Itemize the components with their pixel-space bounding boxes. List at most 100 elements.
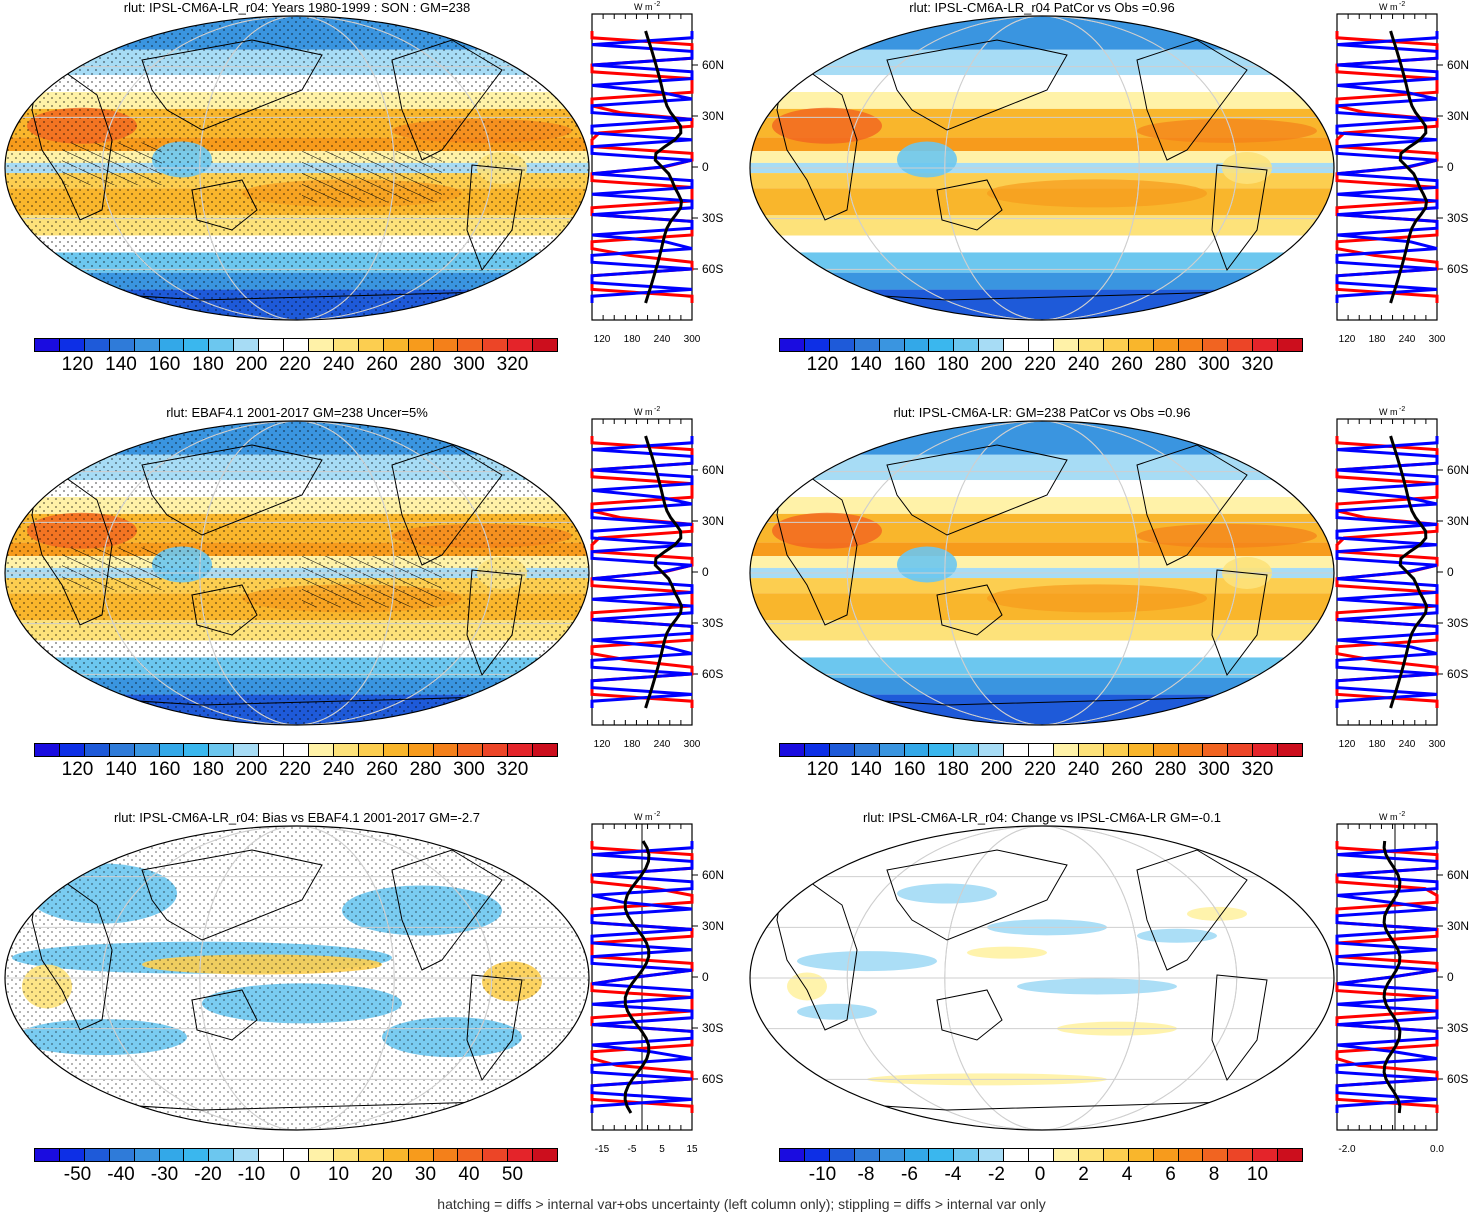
profile-lat-tick: 30S bbox=[702, 211, 723, 225]
colorbar-swatch bbox=[284, 339, 309, 351]
colorbar-tick-label: 240 bbox=[322, 759, 355, 780]
colorbar-swatch bbox=[234, 744, 260, 756]
colorbar-tick-label: 140 bbox=[105, 354, 137, 375]
colorbar-tick-label: 140 bbox=[850, 354, 882, 375]
panel-change: rlut: IPSL-CM6A-LR_r04: Change vs IPSL-C… bbox=[745, 810, 1483, 1215]
colorbar-labels: 120 140 160 180 200 220 240 260 280 300 320 bbox=[779, 354, 1301, 376]
panel-ensemble-patcor: rlut: IPSL-CM6A-LR: GM=238 PatCor vs Obs… bbox=[745, 405, 1483, 810]
profile-unit: W m bbox=[1379, 812, 1398, 822]
zonal-mean-profile: W m -2 60N 30N 0 30S 60S -15 -5 5 15 bbox=[590, 811, 724, 1155]
colorbar-swatch bbox=[780, 1149, 805, 1161]
colorbar-swatch bbox=[954, 339, 980, 351]
profile-x-tick: 300 bbox=[684, 739, 701, 750]
colorbar-swatch bbox=[159, 744, 185, 756]
colorbar-swatch bbox=[483, 339, 509, 351]
profile-x-tick: -15 bbox=[595, 1144, 610, 1155]
colorbar-tick-label: 280 bbox=[409, 354, 442, 375]
colorbar-swatch bbox=[358, 339, 384, 351]
colorbar-tick-label: 200 bbox=[980, 759, 1013, 780]
profile-x-tick: 300 bbox=[1429, 739, 1446, 750]
colorbar-swatch bbox=[333, 339, 359, 351]
panel-bias: rlut: IPSL-CM6A-LR_r04: Bias vs EBAF4.1 … bbox=[0, 810, 741, 1215]
profile-lat-tick: 30S bbox=[1447, 616, 1468, 630]
colorbar-tick-label: 260 bbox=[1111, 354, 1143, 375]
profile-lat-tick: 60S bbox=[702, 262, 723, 276]
colorbar-swatch bbox=[259, 744, 285, 756]
colorbar-tick-label: 4 bbox=[1121, 1164, 1133, 1185]
colorbar-tick-label: 160 bbox=[893, 354, 926, 375]
zonal-mean-profile: W m -2 60N 30N 0 30S 60S 120 180 240 300 bbox=[1335, 406, 1469, 750]
colorbar-swatch bbox=[1278, 339, 1303, 351]
colorbar-swatch bbox=[954, 744, 980, 756]
map-plot bbox=[749, 15, 1335, 321]
colorbar-swatch bbox=[1029, 744, 1054, 756]
colorbar bbox=[779, 1148, 1303, 1162]
colorbar-tick-label: 120 bbox=[806, 759, 839, 780]
colorbar-labels: 120 140 160 180 200 220 240 260 280 300 320 bbox=[779, 759, 1301, 781]
colorbar-swatch bbox=[1278, 1149, 1303, 1161]
colorbar-swatch bbox=[35, 744, 60, 756]
footer-note: hatching = diffs > internal var+obs unce… bbox=[437, 1196, 1046, 1212]
colorbar-swatch bbox=[904, 744, 930, 756]
panel-obs-ebaf: rlut: EBAF4.1 2001-2017 GM=238 Uncer=5% 1… bbox=[0, 405, 741, 810]
colorbar-swatch bbox=[1078, 339, 1104, 351]
colorbar-tick-label: 260 bbox=[366, 759, 398, 780]
colorbar-swatch bbox=[1004, 1149, 1030, 1161]
profile-x-tick: 120 bbox=[1339, 334, 1356, 345]
profile-mean-line bbox=[644, 30, 684, 304]
colorbar-tick-label: 120 bbox=[61, 759, 94, 780]
colorbar-labels: -10 -8 -6 -4 -2 0 2 4 6 8 10 bbox=[779, 1164, 1301, 1186]
profile-x-tick: 120 bbox=[594, 739, 611, 750]
colorbar-swatch bbox=[1128, 1149, 1154, 1161]
profile-lat-tick: 60N bbox=[1447, 463, 1469, 477]
profile-unit-superscript: -2 bbox=[654, 811, 660, 818]
colorbar-swatch bbox=[408, 339, 434, 351]
profile-x-tick: -2.0 bbox=[1338, 1144, 1356, 1155]
colorbar-swatch bbox=[234, 339, 260, 351]
colorbar-swatch bbox=[508, 339, 534, 351]
map-title: rlut: IPSL-CM6A-LR: GM=238 PatCor vs Obs… bbox=[893, 405, 1191, 420]
colorbar-tick-label: 120 bbox=[61, 354, 94, 375]
profile-x-tick: 120 bbox=[1339, 739, 1356, 750]
profile-x-tick: 240 bbox=[654, 739, 671, 750]
profile-x-tick: -5 bbox=[628, 1144, 637, 1155]
colorbar-swatch bbox=[1004, 744, 1030, 756]
colorbar-swatch bbox=[1203, 1149, 1229, 1161]
profile-lat-tick: 60S bbox=[702, 1072, 723, 1086]
profile-lat-tick: 30N bbox=[702, 919, 724, 933]
colorbar-tick-label: 8 bbox=[1208, 1164, 1220, 1185]
colorbar-swatch bbox=[284, 1149, 309, 1161]
colorbar-swatch bbox=[458, 744, 484, 756]
profile-unit-superscript: -2 bbox=[654, 406, 660, 413]
colorbar-swatch bbox=[59, 744, 85, 756]
profile-mean-line bbox=[1382, 840, 1402, 1114]
colorbar-swatch bbox=[134, 744, 160, 756]
profile-x-tick: 240 bbox=[1399, 739, 1416, 750]
map-plot bbox=[4, 825, 590, 1131]
colorbar-swatch bbox=[1178, 1149, 1204, 1161]
map-plot bbox=[4, 15, 590, 321]
colorbar-swatch bbox=[333, 1149, 359, 1161]
colorbar-swatch bbox=[1078, 1149, 1104, 1161]
profile-lat-tick: 0 bbox=[1447, 565, 1454, 579]
colorbar-swatch bbox=[929, 1149, 955, 1161]
profile-lat-tick: 30S bbox=[1447, 1021, 1468, 1035]
colorbar-tick-label: -30 bbox=[150, 1164, 179, 1185]
colorbar-swatch bbox=[35, 339, 60, 351]
profile-lat-tick: 30S bbox=[702, 616, 723, 630]
colorbar-swatch bbox=[1078, 744, 1104, 756]
colorbar-swatch bbox=[408, 1149, 434, 1161]
map-title: rlut: IPSL-CM6A-LR_r04: Change vs IPSL-C… bbox=[863, 810, 1221, 825]
colorbar-swatch bbox=[1029, 1149, 1054, 1161]
colorbar-tick-label: -4 bbox=[944, 1164, 962, 1185]
colorbar-swatch bbox=[804, 339, 830, 351]
colorbar-swatch bbox=[954, 1149, 980, 1161]
profile-x-tick: 0.0 bbox=[1430, 1144, 1444, 1155]
profile-lat-tick: 60N bbox=[1447, 58, 1469, 72]
colorbar-tick-label: 320 bbox=[496, 759, 529, 780]
profile-x-tick: 180 bbox=[1369, 334, 1386, 345]
colorbar-swatch bbox=[308, 339, 334, 351]
colorbar bbox=[779, 338, 1303, 352]
colorbar-tick-label: 220 bbox=[279, 759, 311, 780]
zonal-mean-profile: W m -2 60N 30N 0 30S 60S -2.0 0.0 bbox=[1335, 811, 1469, 1155]
